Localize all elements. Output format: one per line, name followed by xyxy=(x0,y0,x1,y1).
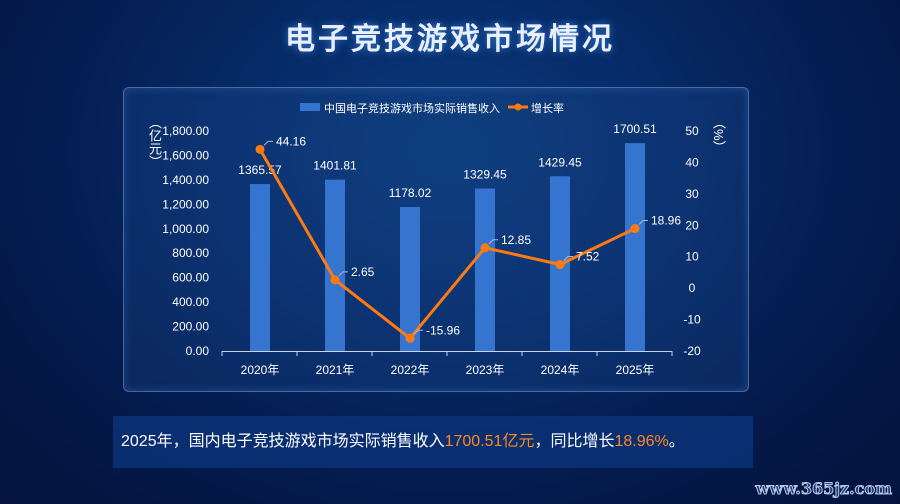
x-tick-label: 2020年 xyxy=(241,363,280,377)
bar-data-label: 1401.81 xyxy=(313,159,357,173)
y-right-tick-label: 0 xyxy=(689,281,696,295)
y-left-tick-label: 1,200.00 xyxy=(162,197,209,211)
legend-line-marker xyxy=(514,103,522,111)
bar-2021年 xyxy=(325,179,345,351)
caption-text: 2025年，国内电子竞技游戏市场实际销售收入 xyxy=(121,433,445,450)
x-tick-label: 2021年 xyxy=(316,363,355,377)
x-tick-label: 2025年 xyxy=(616,363,655,377)
growth-label-leader xyxy=(263,140,273,146)
growth-point xyxy=(630,224,640,234)
y-right-tick-label: 10 xyxy=(685,250,699,264)
summary-caption: 2025年，国内电子竞技游戏市场实际销售收入1700.51亿元，同比增长18.9… xyxy=(113,416,753,468)
y-left-axis-label: （亿元） xyxy=(147,116,162,168)
y-left-tick-label: 1,600.00 xyxy=(162,148,209,162)
y-left-tick-label: 1,400.00 xyxy=(162,173,209,187)
growth-data-label: -15.96 xyxy=(426,323,460,337)
legend-line-label: 增长率 xyxy=(531,101,564,115)
growth-point xyxy=(330,275,340,285)
growth-label-leader xyxy=(638,220,648,225)
bar-data-label: 1178.02 xyxy=(389,186,432,200)
y-left-tick-label: 400.00 xyxy=(172,295,209,309)
growth-line xyxy=(258,148,636,341)
legend-bar-swatch xyxy=(300,103,320,111)
x-tick-label: 2022年 xyxy=(391,363,430,377)
growth-data-label: 18.96 xyxy=(651,214,681,228)
bar-data-label: 1329.45 xyxy=(463,168,507,182)
growth-label-leader xyxy=(413,329,423,335)
growth-point xyxy=(255,144,265,154)
y-right-tick-label: 50 xyxy=(685,124,699,138)
growth-data-label: 12.85 xyxy=(501,233,531,247)
y-left-tick-label: 1,800.00 xyxy=(162,124,209,138)
y-left-tick-label: 800.00 xyxy=(172,246,209,260)
caption-text-mid: ，同比增长 xyxy=(534,433,615,450)
bar-data-label: 1700.51 xyxy=(613,122,657,136)
growth-data-label: 44.16 xyxy=(276,134,306,148)
growth-point xyxy=(405,333,415,343)
y-right-tick-label: 20 xyxy=(685,218,699,232)
y-left-tick-label: 200.00 xyxy=(172,320,209,334)
y-left-tick-label: 1,000.00 xyxy=(162,222,209,236)
y-left-tick-label: 600.00 xyxy=(172,271,209,285)
bar-2025年 xyxy=(625,143,645,351)
bar-data-label: 1429.45 xyxy=(538,155,582,169)
y-right-axis-label: （%） xyxy=(711,116,726,154)
growth-label-leader xyxy=(338,271,348,277)
y-right-tick-label: 40 xyxy=(685,155,699,169)
bar-2022年 xyxy=(400,207,420,351)
legend-bar-label: 中国电子竞技游戏市场实际销售收入 xyxy=(324,101,500,115)
x-tick-label: 2024年 xyxy=(541,363,580,377)
y-right-tick-label: -10 xyxy=(683,313,701,327)
growth-label-leader xyxy=(563,256,573,261)
growth-point xyxy=(480,243,490,253)
bar-2023年 xyxy=(475,188,495,351)
x-tick-label: 2023年 xyxy=(466,363,505,377)
caption-text-end: 。 xyxy=(668,433,685,450)
y-right-tick-label: 30 xyxy=(685,187,699,201)
growth-label-leader xyxy=(488,239,498,245)
page-title: 电子竞技游戏市场情况 xyxy=(285,23,615,56)
watermark: www.365jz.com xyxy=(755,479,892,499)
bar-2020年 xyxy=(250,184,270,351)
y-right-tick-label: -20 xyxy=(683,344,701,358)
caption-growth: 18.96% xyxy=(614,433,669,450)
growth-data-label: 2.65 xyxy=(351,265,375,279)
growth-data-label: 7.52 xyxy=(576,250,600,264)
caption-revenue: 1700.51亿元 xyxy=(444,433,535,450)
growth-point xyxy=(555,260,565,270)
y-left-tick-label: 0.00 xyxy=(186,344,210,358)
